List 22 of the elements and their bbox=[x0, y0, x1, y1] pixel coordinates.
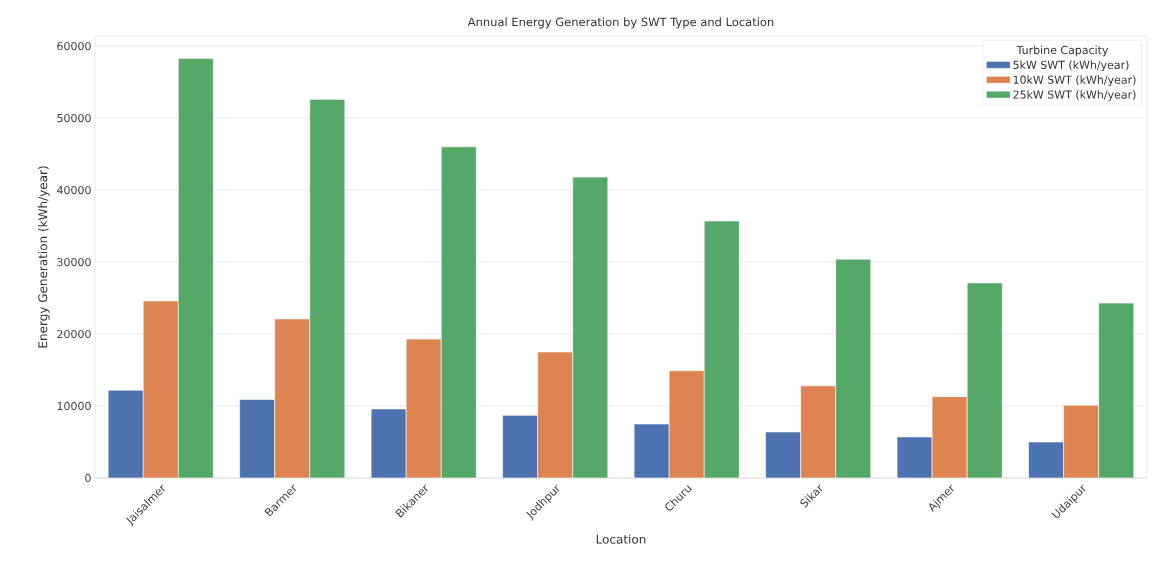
bar bbox=[309, 99, 346, 478]
y-tick-label: 10000 bbox=[57, 401, 91, 411]
y-tick-label: 60000 bbox=[57, 41, 91, 51]
x-axis-title: Location bbox=[596, 534, 646, 544]
bar bbox=[966, 282, 1003, 478]
bar bbox=[703, 220, 740, 478]
y-tick-label: 30000 bbox=[57, 257, 91, 267]
bar bbox=[572, 176, 609, 478]
y-tick-label: 20000 bbox=[57, 329, 91, 339]
y-tick-label: 50000 bbox=[57, 113, 91, 123]
bar bbox=[177, 58, 214, 478]
legend-label: 5kW SWT (kWh/year) bbox=[1013, 60, 1129, 72]
y-tick-label: 0 bbox=[85, 473, 91, 483]
bar bbox=[835, 258, 872, 478]
y-tick-label: 40000 bbox=[57, 185, 91, 195]
bar bbox=[1098, 302, 1135, 478]
y-axis-title: Energy Generation (kWh/year) bbox=[38, 166, 50, 348]
legend-label: 10kW SWT (kWh/year) bbox=[1013, 75, 1136, 86]
bar bbox=[440, 146, 477, 478]
legend-label: 25kW SWT (kWh/year) bbox=[1013, 90, 1136, 101]
chart-title: Annual Energy Generation by SWT Type and Location bbox=[467, 17, 774, 29]
legend-title: Turbine Capacity bbox=[1016, 45, 1109, 57]
